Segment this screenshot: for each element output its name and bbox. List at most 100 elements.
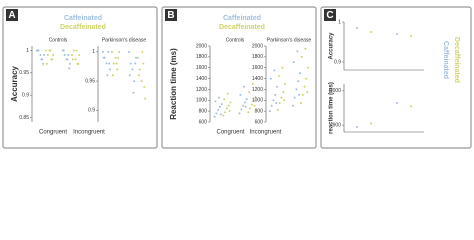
y-axis-label: reaction time (ms) [329, 82, 335, 134]
y-tick-label: 1000 [330, 88, 341, 94]
data-point [303, 85, 306, 88]
data-point [129, 62, 132, 65]
data-point [277, 74, 280, 77]
x-tick-label: Congruent [39, 130, 67, 136]
legend-label: Decaffeinated [219, 24, 265, 31]
data-point [219, 113, 222, 116]
y-tick-label: 0.85 [19, 115, 29, 121]
data-point [78, 53, 81, 56]
data-point [305, 77, 308, 80]
data-point [244, 105, 247, 108]
data-point [66, 58, 69, 61]
data-point [144, 97, 147, 100]
data-point [101, 50, 104, 53]
data-point [52, 53, 55, 56]
y-tick-label: 1000 [196, 98, 207, 104]
data-point [45, 62, 48, 65]
data-point [229, 101, 232, 104]
y-axis-label: Accuracy [10, 65, 19, 102]
data-point [370, 122, 372, 125]
data-point [272, 99, 275, 102]
data-point [238, 112, 241, 115]
panel-label-box [324, 9, 336, 21]
legend-label: Caffeinated [442, 41, 449, 79]
y-tick-label: 800 [255, 108, 264, 114]
data-point [74, 58, 77, 61]
data-point [268, 110, 271, 113]
data-point [109, 68, 112, 71]
data-point [283, 99, 286, 102]
data-point [133, 80, 136, 83]
y-tick-label: 1000 [252, 98, 263, 104]
data-point [243, 101, 246, 104]
data-point [225, 107, 228, 110]
data-point [274, 93, 277, 96]
data-point [304, 47, 307, 50]
data-point [306, 91, 309, 94]
data-point [396, 33, 398, 35]
data-point [117, 56, 120, 59]
data-point [222, 114, 225, 117]
data-point [214, 100, 217, 103]
data-point [111, 74, 114, 77]
y-tick-label: 0.9 [88, 108, 95, 114]
data-point [218, 105, 221, 108]
data-point [276, 109, 279, 112]
data-point [280, 96, 283, 99]
data-point [396, 101, 398, 104]
data-point [252, 99, 255, 102]
subplot-title: Parkinson's disease [102, 37, 147, 43]
data-point [291, 104, 294, 107]
data-point [240, 108, 243, 111]
data-point [307, 66, 310, 69]
x-tick-label: Incongruent [73, 130, 105, 136]
data-point [410, 105, 412, 108]
panel-label: C [326, 10, 333, 21]
data-point [118, 50, 121, 53]
data-point [51, 58, 54, 61]
data-point [253, 104, 256, 107]
y-tick-label: 2000 [252, 43, 263, 49]
data-point [107, 50, 110, 53]
data-point [243, 85, 246, 88]
data-point [42, 62, 45, 65]
data-point [299, 72, 302, 75]
data-point [248, 91, 251, 94]
data-point [297, 80, 300, 83]
data-point [39, 53, 42, 56]
data-point [251, 83, 254, 85]
y-tick-label: 1200 [196, 87, 207, 93]
data-point [410, 35, 412, 37]
data-point [239, 93, 242, 96]
data-point [284, 83, 287, 85]
figure: A Accuracy Caffeinated Decaffeinated Control… [2, 6, 472, 149]
data-point [71, 58, 74, 61]
data-point [217, 109, 220, 112]
y-tick-label: 0.9 [22, 93, 29, 99]
data-point [300, 55, 303, 58]
panel-label-box [165, 9, 177, 21]
data-point [137, 74, 140, 77]
data-point [281, 66, 284, 69]
subplot-title: Controls [226, 37, 245, 43]
data-point [75, 49, 78, 52]
data-point [295, 88, 298, 91]
data-point [62, 49, 65, 52]
y-tick-label: 600 [199, 119, 208, 125]
data-point [292, 61, 295, 64]
y-tick-label: 1800 [196, 54, 207, 60]
data-point [223, 98, 226, 101]
data-point [106, 74, 109, 77]
y-axis-label: Accuracy [329, 32, 335, 60]
y-axis-label: Reaction time (ms) [169, 48, 178, 120]
panel-frame [320, 6, 472, 149]
y-tick-label: 1600 [196, 65, 207, 71]
data-point [370, 31, 372, 33]
data-point [220, 103, 223, 106]
data-point [298, 93, 301, 96]
data-point [105, 62, 108, 65]
y-tick-label: 1400 [196, 76, 207, 82]
data-point [138, 68, 141, 71]
data-point [72, 49, 75, 52]
data-point [227, 104, 230, 107]
